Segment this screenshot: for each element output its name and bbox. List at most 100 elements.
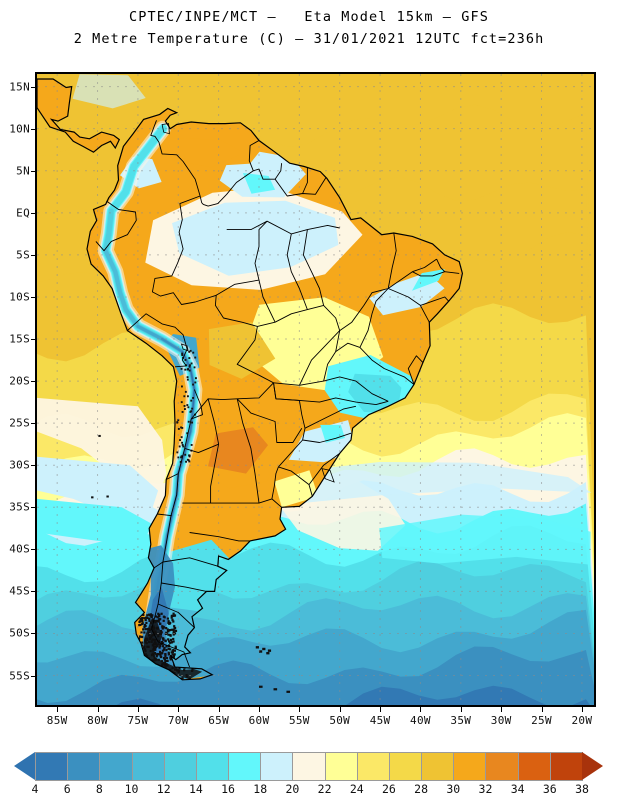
y-tick-mark	[31, 381, 36, 383]
colorbar-band-22-24	[324, 752, 358, 781]
x-tick-label-50w: 50W	[329, 714, 351, 727]
y-tick-mark	[31, 296, 36, 298]
colorbar-tick-28: 28	[414, 782, 429, 796]
colorbar-band-8-10	[99, 752, 133, 781]
y-tick-label-35s: 35S	[9, 500, 30, 514]
colorbar-band-28-30	[421, 752, 455, 781]
y-tick-mark	[31, 591, 36, 593]
colorbar-tick-26: 26	[382, 782, 396, 796]
colorbar-band-14-16	[195, 752, 230, 781]
y-tick-mark	[31, 254, 36, 256]
y-tick-label-5n: 5N	[16, 164, 30, 178]
colorbar-tick-12: 12	[156, 782, 171, 796]
x-tick-mark	[420, 707, 422, 712]
colorbar-tick-4: 4	[31, 782, 39, 796]
colorbar-band-32-34	[485, 752, 519, 781]
colorbar-band-34-36	[517, 752, 551, 781]
colorbar-tick-10: 10	[124, 782, 139, 796]
y-tick-label-40s: 40S	[9, 542, 30, 556]
y-tick-label-55s: 55S	[9, 669, 30, 683]
figure-title-line-2: 2 Metre Temperature (C) — 31/01/2021 12U…	[73, 31, 545, 47]
y-tick-mark	[31, 549, 36, 551]
x-tick-mark	[258, 707, 260, 712]
x-tick-label-20w: 20W	[571, 714, 593, 727]
x-tick-mark	[501, 707, 503, 712]
y-tick-label-50s: 50S	[9, 626, 30, 640]
x-tick-mark	[218, 707, 220, 712]
y-tick-label-15s: 15S	[9, 332, 30, 346]
colorbar-tick-14: 14	[188, 782, 203, 796]
colorbar-band-6-8	[67, 752, 101, 781]
y-tick-label-eq: EQ	[16, 206, 30, 220]
y-tick-mark	[31, 465, 36, 467]
y-tick-mark	[31, 339, 36, 341]
colorbar-tick-16: 16	[221, 782, 235, 796]
colorbar-band-20-22	[292, 752, 326, 781]
x-tick-mark	[57, 707, 59, 712]
x-tick-mark	[137, 707, 139, 712]
colorbar-tick-34: 34	[510, 782, 525, 796]
x-tick-label-70w: 70W	[167, 714, 189, 727]
x-tick-label-25w: 25W	[531, 714, 552, 727]
colorbar-tick-36: 36	[542, 782, 557, 796]
y-tick-label-45s: 45S	[9, 584, 30, 598]
colorbar-below-min-arrow	[14, 752, 35, 780]
x-tick-label-45w: 45W	[369, 714, 391, 727]
colorbar-tick-22: 22	[317, 782, 332, 796]
x-tick-label-35w: 35W	[450, 714, 472, 727]
colorbar-band-30-32	[453, 752, 487, 781]
y-tick-label-10n: 10N	[9, 122, 30, 136]
y-tick-label-10s: 10S	[9, 290, 30, 304]
colorbar-tick-24: 24	[349, 782, 364, 796]
temperature-field-svg	[37, 74, 594, 705]
y-tick-label-20s: 20S	[9, 374, 30, 388]
y-tick-mark	[31, 170, 36, 172]
y-tick-mark	[31, 86, 36, 88]
x-tick-mark	[97, 707, 99, 712]
x-tick-mark	[541, 707, 543, 712]
colorbar-tick-8: 8	[95, 782, 103, 796]
y-tick-mark	[31, 675, 36, 677]
colorbar-cells	[35, 752, 583, 781]
colorbar-band-4-6	[35, 752, 69, 781]
x-tick-label-60w: 60W	[248, 714, 270, 727]
colorbar-band-26-28	[388, 752, 423, 781]
colorbar-tick-18: 18	[253, 782, 268, 796]
x-tick-mark	[380, 707, 382, 712]
x-tick-label-30w: 30W	[490, 714, 512, 727]
x-tick-mark	[339, 707, 341, 712]
y-tick-label-5s: 5S	[16, 248, 30, 262]
x-tick-label-65w: 65W	[208, 714, 230, 727]
y-tick-mark	[31, 212, 36, 214]
colorbar-tick-32: 32	[478, 782, 493, 796]
colorbar-band-10-12	[131, 752, 165, 781]
x-tick-mark	[460, 707, 462, 712]
y-tick-label-30s: 30S	[9, 458, 30, 472]
x-tick-label-55w: 55W	[288, 714, 310, 727]
x-tick-label-75w: 75W	[127, 714, 149, 727]
colorbar-above-max-arrow	[582, 752, 603, 780]
colorbar-band-18-20	[260, 752, 294, 781]
colorbar-band-36-38	[549, 752, 583, 781]
y-tick-mark	[31, 128, 36, 130]
x-tick-label-40w: 40W	[410, 714, 431, 727]
colorbar-tick-38: 38	[575, 782, 589, 796]
colorbar-band-24-26	[356, 752, 390, 781]
colorbar[interactable]: 4 6 8 10 12 14 16 18 20 22 24 26 28 30 32 34 36 38	[0, 752, 618, 798]
y-tick-mark	[31, 633, 36, 635]
colorbar-tick-6: 6	[63, 782, 71, 796]
colorbar-band-16-18	[228, 752, 262, 781]
x-tick-mark	[299, 707, 301, 712]
x-tick-mark	[178, 707, 180, 712]
y-tick-mark	[31, 507, 36, 509]
x-tick-mark	[581, 707, 583, 712]
colorbar-tick-20: 20	[285, 782, 300, 796]
colorbar-band-12-14	[163, 752, 197, 781]
y-tick-label-25s: 25S	[9, 416, 30, 430]
x-tick-label-85w: 85W	[46, 714, 68, 727]
y-tick-label-15n: 15N	[9, 80, 30, 94]
x-tick-label-80w: 80W	[87, 714, 108, 727]
figure-title-block: CPTEC/INPE/MCT — Eta Model 15km — GFS 2 …	[0, 6, 618, 50]
map-plot-area[interactable]	[35, 72, 596, 707]
y-tick-mark	[31, 423, 36, 425]
